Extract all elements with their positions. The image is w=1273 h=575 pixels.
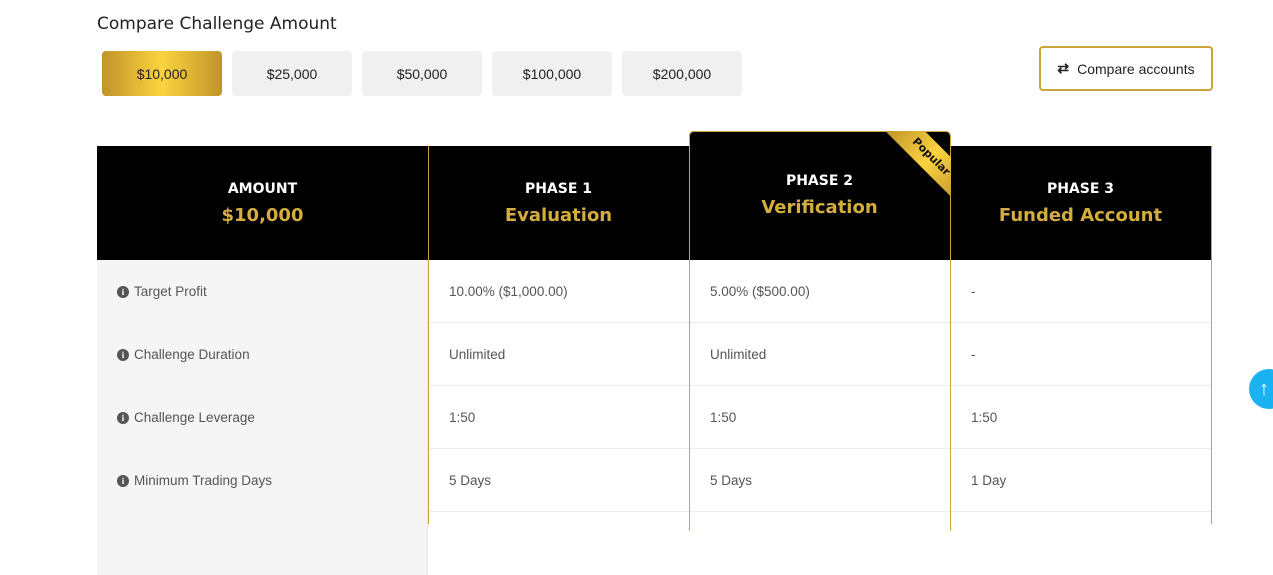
amount-option-50000[interactable]: $50,000: [362, 51, 482, 96]
header-value: $10,000: [221, 204, 304, 226]
phase-1-value: 10.00% ($1,000.00): [449, 284, 568, 299]
header-key: AMOUNT: [227, 180, 298, 197]
phase-2-value: Unlimited: [710, 347, 767, 362]
section-title: Compare Challenge Amount: [97, 14, 337, 34]
amount-option-200000[interactable]: $200,000: [622, 51, 742, 96]
info-icon[interactable]: i: [117, 474, 129, 487]
row-label-text: Target Profit: [134, 284, 207, 299]
table-row: i Minimum Trading Days 5 Days 5 Days 1 Da…: [97, 449, 1211, 512]
phase-1-value: 5 Days: [449, 473, 492, 488]
table-row: i Challenge Duration Unlimited Unlimited …: [97, 323, 1211, 386]
phase-1-value: Unlimited: [449, 347, 506, 362]
info-icon[interactable]: i: [117, 411, 129, 424]
scroll-to-top-button[interactable]: ↑: [1249, 369, 1273, 409]
phase-2-value: 1:50: [710, 410, 737, 425]
amount-option-10000[interactable]: $10,000: [102, 51, 222, 96]
compare-accounts-label: Compare accounts: [1077, 60, 1195, 77]
compare-accounts-button[interactable]: ⇄ Compare accounts: [1039, 46, 1213, 91]
table-row: i Target Profit 10.00% ($1,000.00) 5.00% …: [97, 260, 1211, 323]
amount-option-100000[interactable]: $100,000: [492, 51, 612, 96]
header-phase-1: PHASE 1 Evaluation: [428, 146, 689, 260]
row-label: i Target Profit: [97, 260, 428, 323]
header-key: PHASE 3: [1046, 180, 1115, 197]
header-key: PHASE 2: [785, 173, 854, 189]
phase-3-value: -: [971, 347, 976, 362]
amount-option-25000[interactable]: $25,000: [232, 51, 352, 96]
row-label: [97, 512, 428, 575]
column-divider: [428, 146, 429, 524]
row-label: i Challenge Leverage: [97, 386, 428, 449]
header-value: Funded Account: [998, 204, 1163, 226]
header-amount: AMOUNT $10,000: [97, 146, 428, 260]
header-phase-3: PHASE 3 Funded Account: [950, 146, 1211, 260]
info-icon[interactable]: i: [117, 285, 129, 298]
row-label-text: Challenge Duration: [134, 347, 250, 362]
column-divider: [1211, 146, 1212, 524]
arrow-up-icon: ↑: [1259, 377, 1269, 400]
phase-3-value: 1:50: [971, 410, 998, 425]
header-phase-2: PHASE 2 Verification: [689, 131, 950, 260]
row-label-text: Minimum Trading Days: [134, 473, 273, 488]
phase-2-value: 5 Days: [710, 473, 753, 488]
phase-3-value: -: [971, 284, 976, 299]
row-label: i Minimum Trading Days: [97, 449, 428, 512]
header-value: Evaluation: [504, 204, 613, 226]
header-value: Verification: [761, 197, 878, 218]
retweet-icon: ⇄: [1057, 60, 1070, 76]
header-key: PHASE 1: [524, 180, 593, 197]
phase-3-value: 1 Day: [971, 473, 1007, 488]
phase-2-value: 5.00% ($500.00): [710, 284, 810, 299]
row-label-text: Challenge Leverage: [134, 410, 255, 425]
table-row: [97, 512, 1211, 575]
phase-1-value: 1:50: [449, 410, 476, 425]
info-icon[interactable]: i: [117, 348, 129, 361]
row-label: i Challenge Duration: [97, 323, 428, 386]
table-row: i Challenge Leverage 1:50 1:50 1:50: [97, 386, 1211, 449]
